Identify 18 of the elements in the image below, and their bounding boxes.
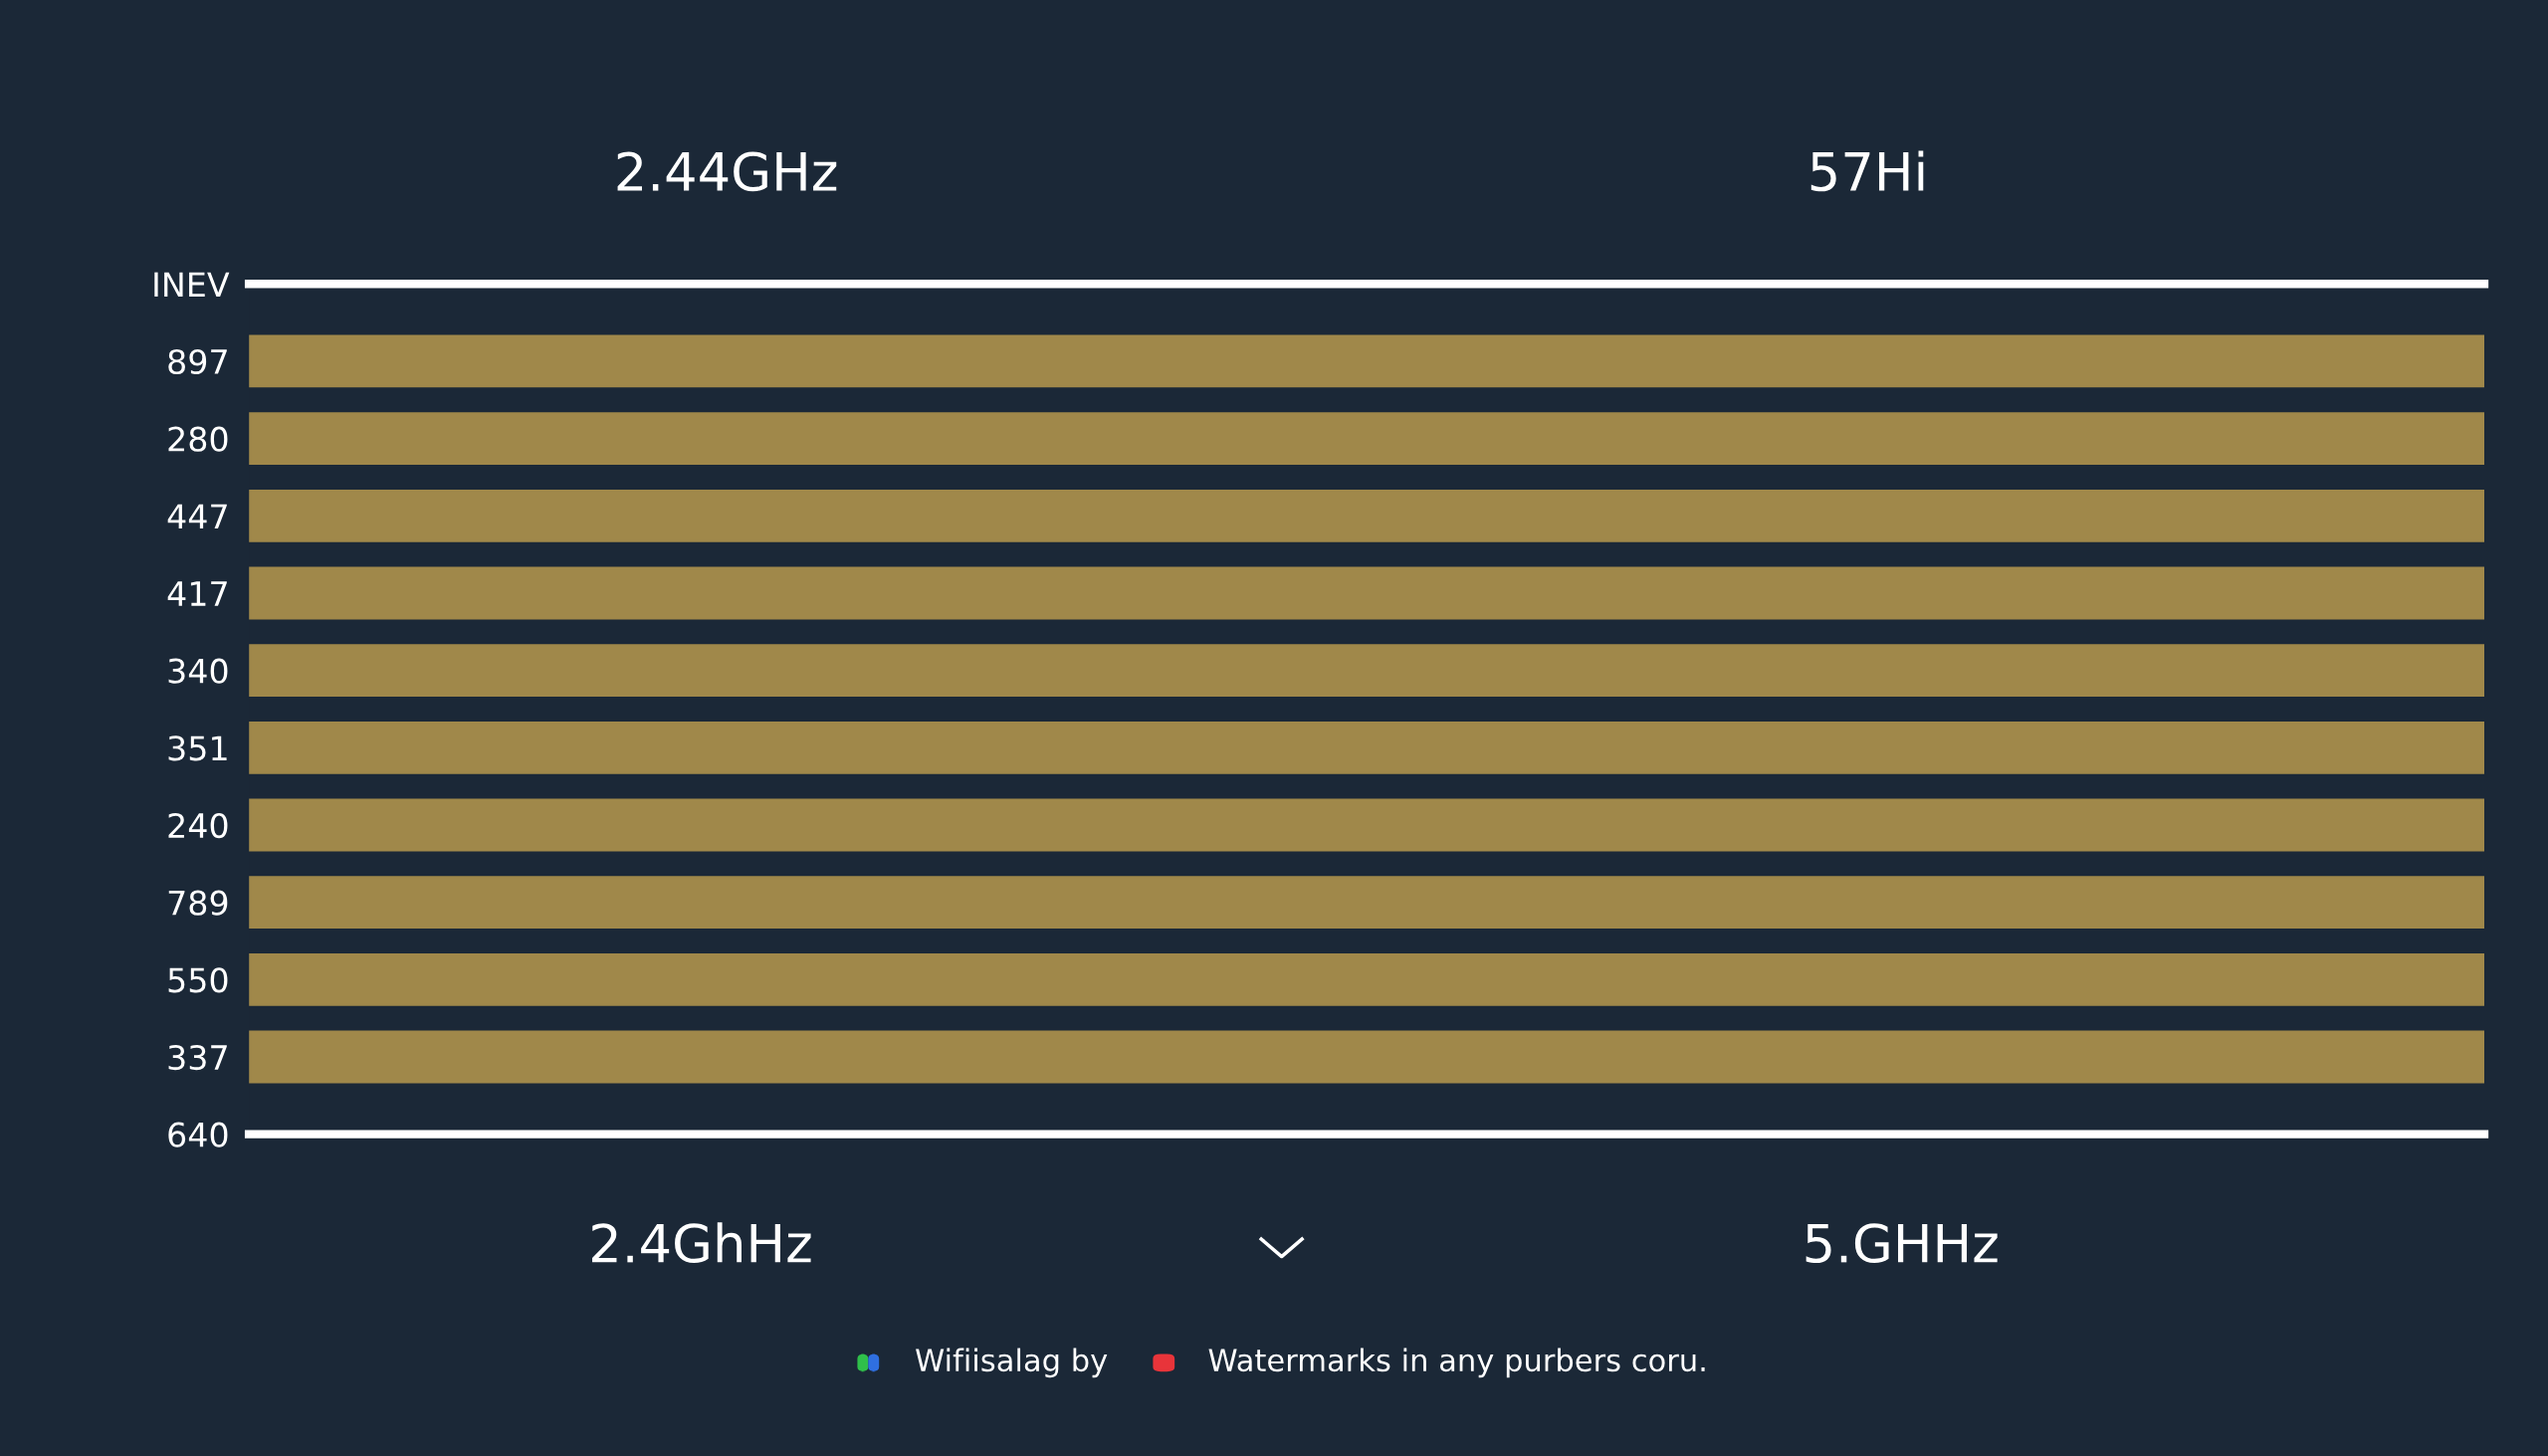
y-tick-label: INEV — [154, 272, 230, 297]
y-tick-label: 447 — [167, 504, 227, 528]
y-tick-label: 789 — [168, 890, 228, 916]
y-tick-label: 280 — [168, 426, 228, 452]
y-tick-label: 640 — [168, 1122, 228, 1147]
y-tick-label: 550 — [168, 967, 228, 993]
y-tick-label: 417 — [167, 581, 227, 606]
y-tick-label: 340 — [168, 658, 228, 684]
text: Wifiisalag by — [916, 1348, 1108, 1378]
y-tick-label: 897 — [168, 348, 227, 375]
y-tick-label: 337 — [168, 1044, 227, 1071]
y-tick-label: 240 — [168, 812, 228, 839]
text: 5.GHHz — [1805, 1223, 1998, 1264]
y-tick-label: 351 — [168, 735, 227, 761]
text: 57Hi — [1810, 150, 1924, 192]
text: Watermarks in any purbers coru. — [1208, 1348, 1705, 1378]
text: 2.4GhHz — [592, 1222, 811, 1264]
text: 2.44GHz — [617, 151, 837, 192]
